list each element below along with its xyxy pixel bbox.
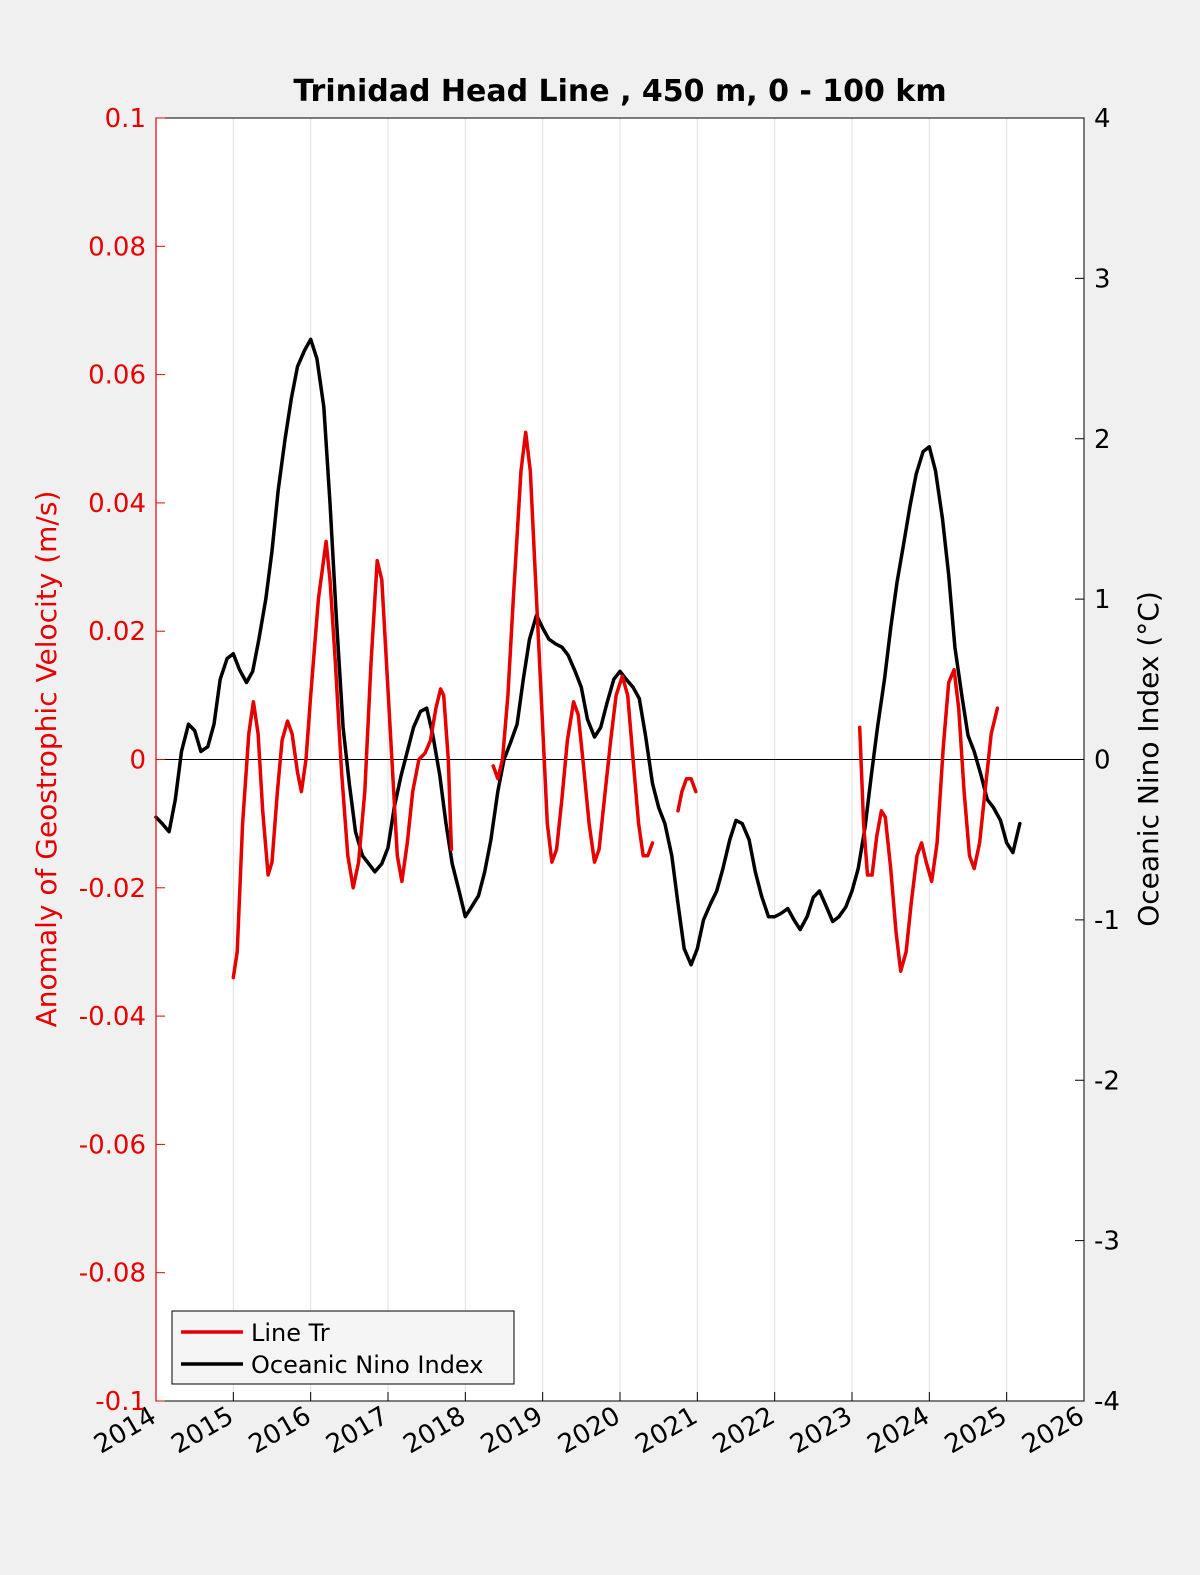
series-line-line-tr (491, 430, 655, 864)
y-left-tick-label: 0 (129, 746, 146, 776)
y-left-label: Anomaly of Geostrophic Velocity (m/s) (30, 491, 63, 1028)
legend-label-oni: Oceanic Nino Index (251, 1351, 483, 1379)
x-tick-label: 2023 (785, 1401, 857, 1460)
x-tick-label: 2017 (321, 1401, 393, 1460)
series-line-line-tr (231, 539, 454, 980)
x-tick-label: 2024 (863, 1401, 935, 1460)
y-right-tick-label: 4 (1094, 104, 1111, 134)
y-left-tick-label: -0.04 (79, 1002, 146, 1032)
x-tick-label: 2016 (244, 1401, 316, 1460)
x-tick-label: 2021 (631, 1401, 703, 1460)
series-line-oceanic-nino-index (154, 337, 1022, 967)
y-left-tick-label: 0.04 (88, 489, 146, 519)
legend: Line Tr Oceanic Nino Index (171, 1310, 515, 1385)
y-left-axis: 0.1 0.08 0.06 0.04 0.02 0 -0.02 -0.04 -0.06 -0.08… (79, 104, 165, 1417)
y-left-tick-label: -0.02 (79, 874, 146, 904)
x-tick-label: 2025 (940, 1401, 1012, 1460)
series-layer (154, 337, 1022, 980)
x-axis: 2014 2015 2016 2017 2018 2019 2020 2021 2022 2023… (89, 1392, 1090, 1460)
x-tick-label: 2018 (399, 1401, 471, 1460)
y-right-axis: 4 3 2 1 0 -1 -2 -3 -4 (1075, 104, 1120, 1417)
y-left-tick-label: 0.06 (88, 361, 146, 391)
y-right-tick-label: 0 (1094, 746, 1111, 776)
chart-title: Trinidad Head Line , 450 m, 0 - 100 km (293, 74, 946, 109)
y-right-tick-label: -1 (1094, 906, 1120, 936)
x-tick-label: 2022 (708, 1401, 780, 1460)
legend-label-line-tr: Line Tr (251, 1319, 330, 1347)
y-right-tick-label: 1 (1094, 585, 1111, 615)
y-right-tick-label: -3 (1094, 1227, 1120, 1257)
y-right-tick-label: -2 (1094, 1066, 1120, 1096)
x-tick-label: 2020 (553, 1401, 625, 1460)
x-tick-label: 2026 (1017, 1401, 1089, 1460)
y-left-tick-label: 0.02 (88, 617, 146, 647)
y-left-tick-label: -0.08 (79, 1259, 146, 1289)
y-left-tick-label: -0.06 (79, 1130, 146, 1160)
y-right-tick-label: 2 (1094, 425, 1111, 455)
y-right-label: Oceanic Nino Index (°C) (1132, 591, 1165, 927)
series-line-line-tr (676, 776, 698, 813)
y-left-tick-label: -0.1 (95, 1387, 146, 1417)
y-right-tick-label: -4 (1094, 1387, 1120, 1417)
y-left-tick-label: 0.08 (88, 232, 146, 262)
x-tick-label: 2015 (167, 1401, 239, 1460)
y-left-tick-label: 0.1 (105, 104, 146, 134)
series-line-line-tr (857, 667, 1000, 973)
legend-box (171, 1310, 515, 1385)
y-right-tick-label: 3 (1094, 264, 1111, 294)
x-tick-label: 2019 (476, 1401, 548, 1460)
